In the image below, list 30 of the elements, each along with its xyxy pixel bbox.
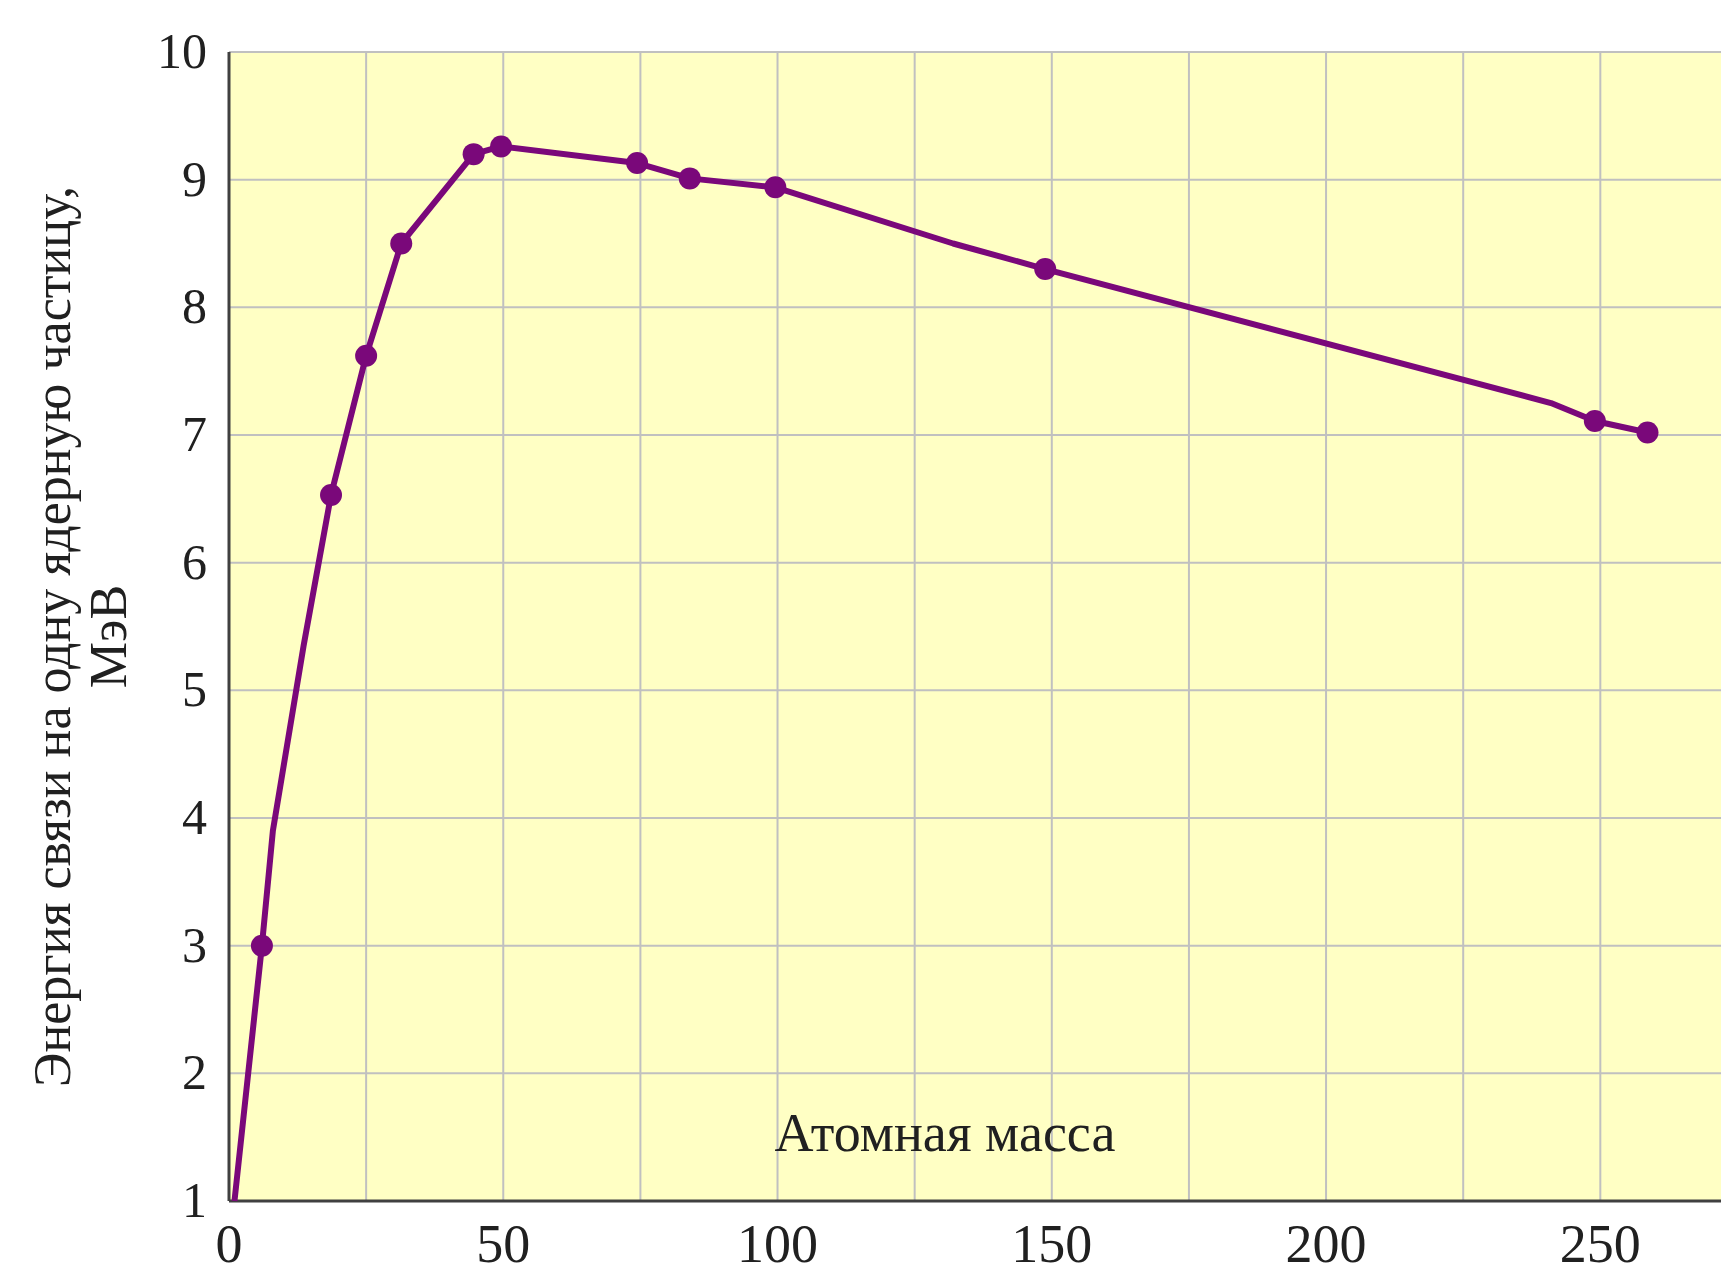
- y-tick-label: 3: [182, 916, 207, 973]
- y-axis-title: Энергия связи на одну ядерную частицу, МэВ: [24, 186, 137, 1087]
- point: [355, 344, 378, 367]
- y-tick-label: 8: [182, 278, 207, 335]
- point: [320, 484, 343, 506]
- point: [390, 232, 413, 255]
- y-tick-label: 7: [182, 406, 207, 462]
- y-tick-label: 10: [157, 23, 207, 79]
- x-axis-title: Атомная масса: [774, 1103, 1116, 1163]
- point: [1636, 421, 1659, 444]
- x-tick-label: 0: [215, 1214, 243, 1274]
- point: [764, 176, 787, 199]
- x-tick-label: 100: [737, 1214, 819, 1274]
- point: [1583, 409, 1606, 432]
- y-tick-label: 4: [182, 789, 207, 845]
- y-tick-label: 1: [182, 1172, 207, 1228]
- point: [678, 167, 701, 190]
- x-tick-label: 200: [1285, 1214, 1367, 1274]
- y-tick-label: 5: [182, 661, 207, 718]
- point: [462, 143, 485, 166]
- y-tick-label: 6: [182, 533, 207, 590]
- x-tick-label: 150: [1011, 1214, 1093, 1274]
- point: [626, 152, 649, 175]
- point: [1034, 258, 1057, 281]
- point: [250, 934, 273, 957]
- y-tick-label: 2: [182, 1044, 207, 1101]
- x-tick-label: 250: [1559, 1214, 1641, 1274]
- y-tick-label: 9: [182, 150, 207, 207]
- x-tick-label: 50: [476, 1214, 531, 1274]
- point: [490, 135, 513, 158]
